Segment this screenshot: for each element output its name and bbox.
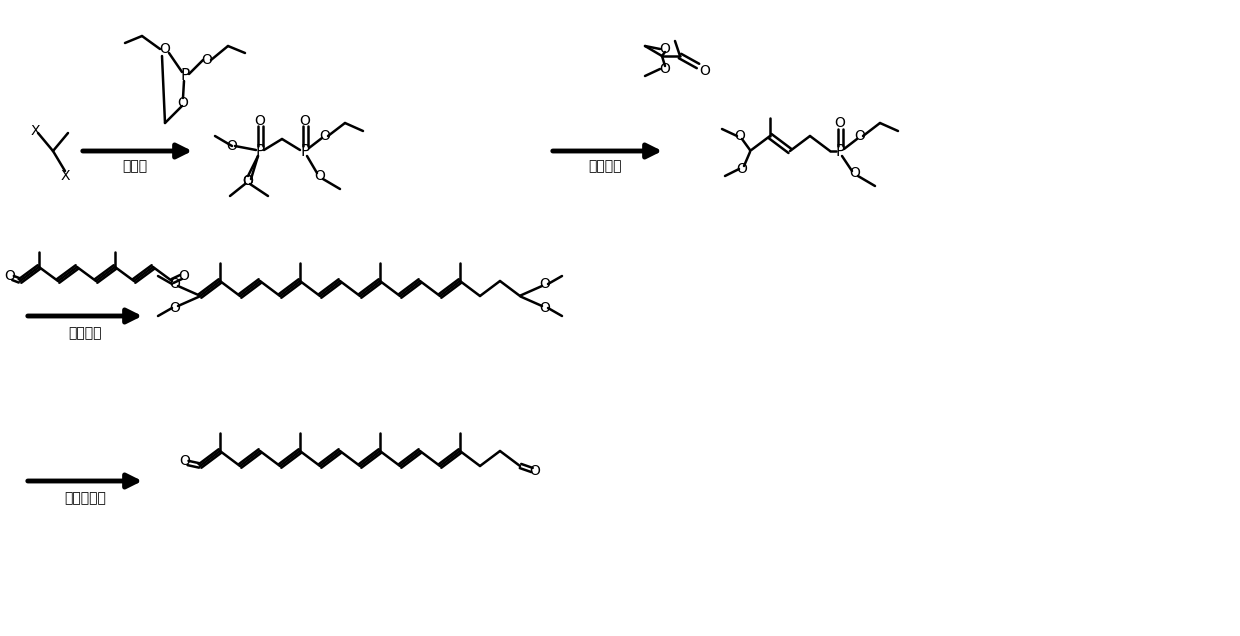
Text: O: O xyxy=(254,114,265,128)
Text: O: O xyxy=(734,129,745,143)
Text: O: O xyxy=(202,53,212,67)
Text: O: O xyxy=(170,277,181,291)
Text: O: O xyxy=(243,174,253,188)
Text: O: O xyxy=(660,42,671,56)
Text: O: O xyxy=(854,129,866,143)
Text: O: O xyxy=(160,42,170,56)
Text: 气相监测: 气相监测 xyxy=(588,159,621,173)
Text: X: X xyxy=(30,124,40,138)
Text: O: O xyxy=(243,174,253,188)
Text: O: O xyxy=(300,114,310,128)
Text: O: O xyxy=(315,169,325,183)
Text: 水解脱保护: 水解脱保护 xyxy=(64,491,105,505)
Text: O: O xyxy=(179,269,190,283)
Text: O: O xyxy=(849,166,861,180)
Text: O: O xyxy=(539,277,551,291)
Text: 液相监测: 液相监测 xyxy=(68,326,102,340)
Text: O: O xyxy=(180,454,191,468)
Text: 催化剂: 催化剂 xyxy=(123,159,148,173)
Text: P: P xyxy=(255,144,264,158)
Text: O: O xyxy=(835,116,846,130)
Text: O: O xyxy=(170,301,181,315)
Text: P: P xyxy=(836,144,844,158)
Text: O: O xyxy=(737,162,748,176)
Text: O: O xyxy=(660,62,671,76)
Text: O: O xyxy=(227,139,237,153)
Text: O: O xyxy=(539,301,551,315)
Text: X: X xyxy=(61,169,69,183)
Text: P: P xyxy=(180,69,190,83)
Text: O: O xyxy=(5,269,15,283)
Text: O: O xyxy=(177,96,188,110)
Text: O: O xyxy=(529,464,541,478)
Text: O: O xyxy=(699,64,711,78)
Text: O: O xyxy=(320,129,330,143)
Text: P: P xyxy=(300,144,310,158)
